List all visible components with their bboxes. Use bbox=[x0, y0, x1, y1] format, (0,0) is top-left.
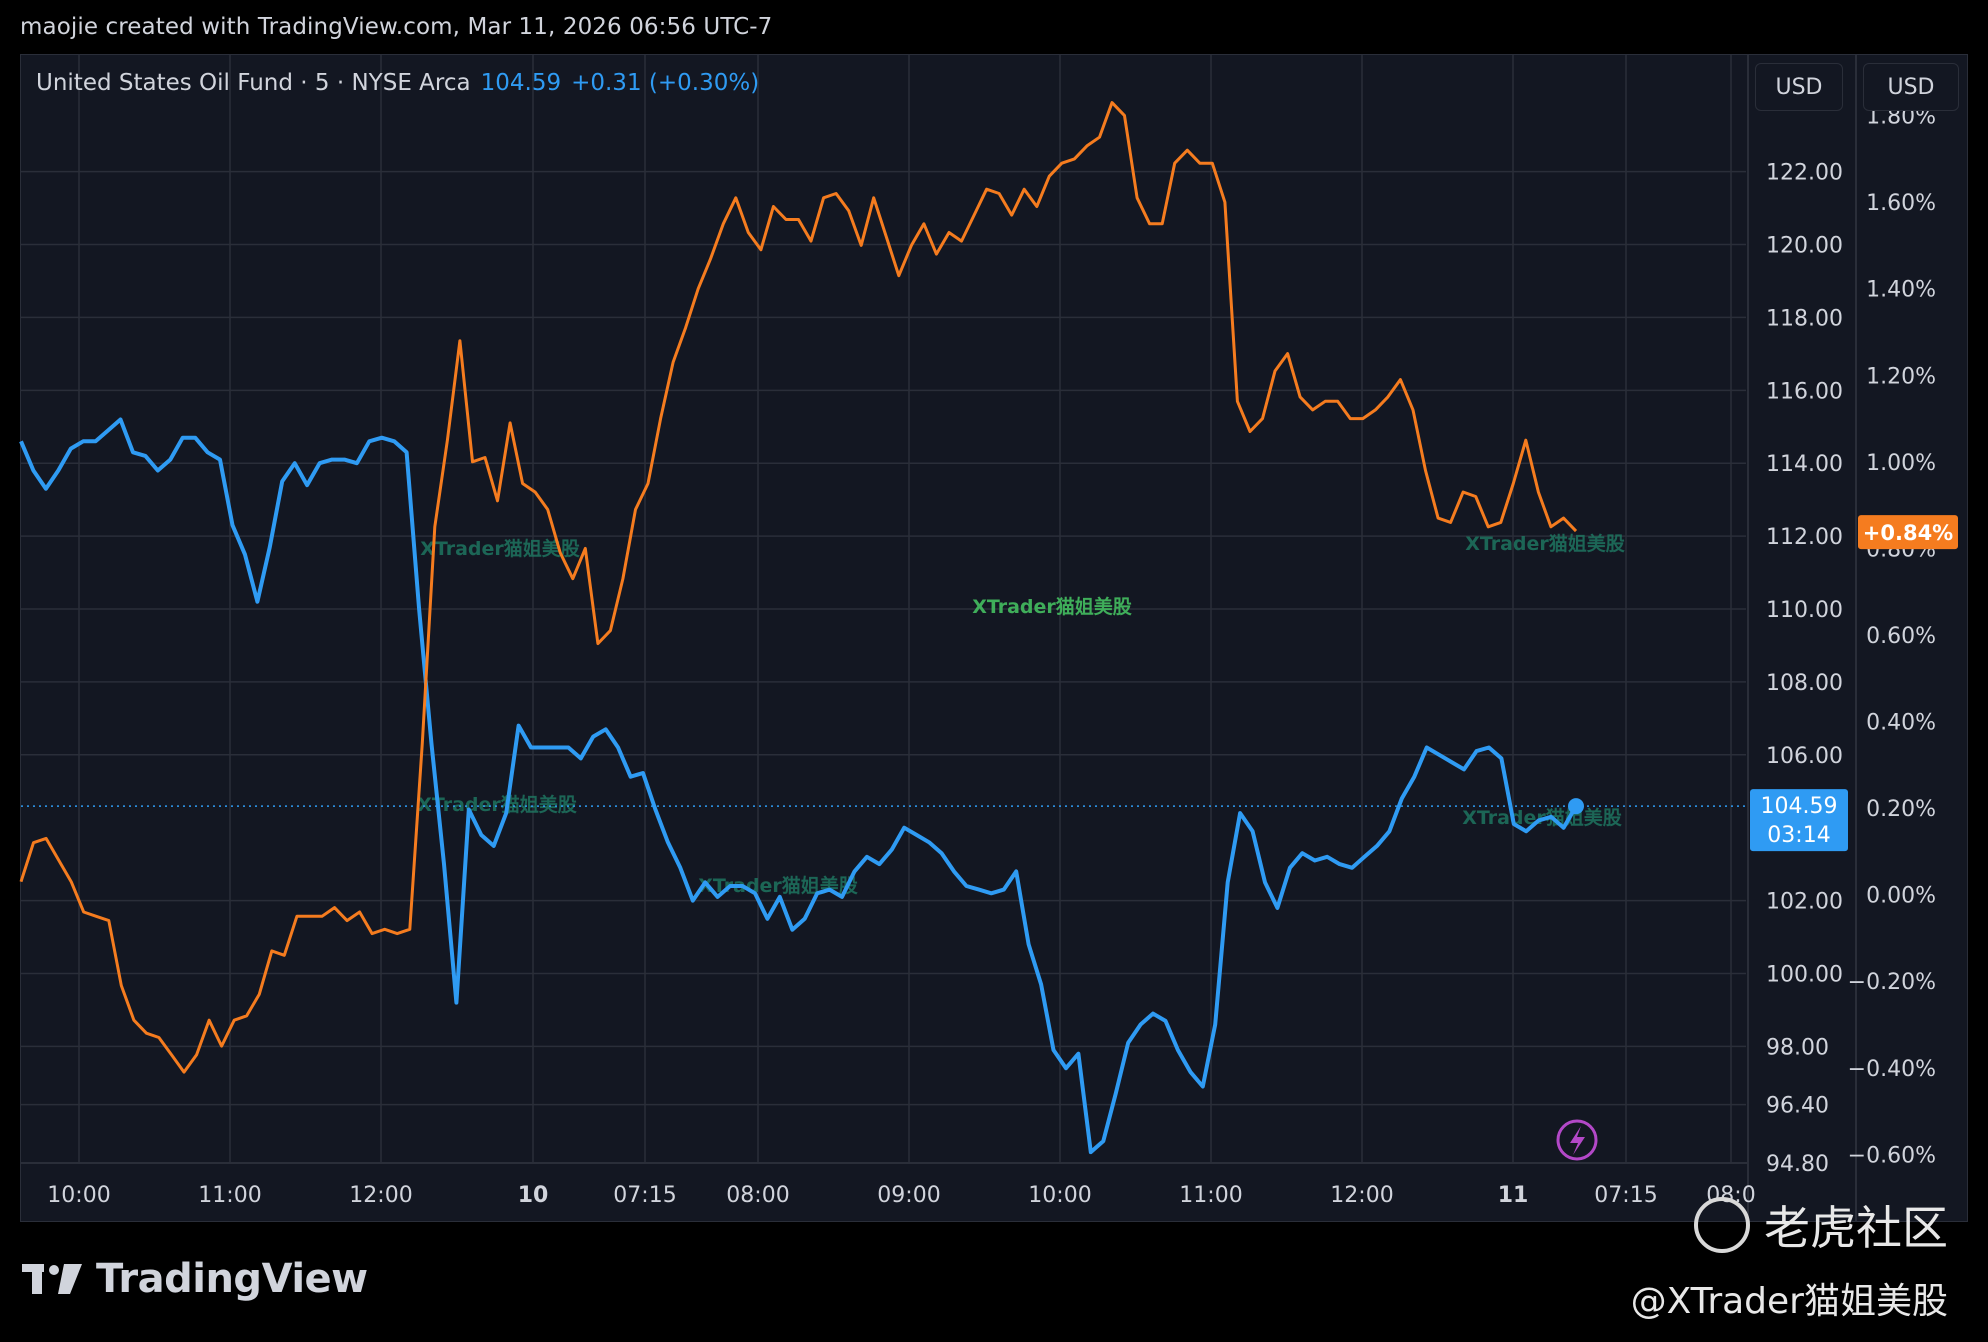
legend-price: 104.59 bbox=[480, 70, 562, 96]
series-layer bbox=[19, 101, 1746, 1155]
legend-change: +0.31 (+0.30%) bbox=[571, 70, 760, 96]
time-axis-tick: 07:15 bbox=[1594, 1183, 1657, 1208]
chart-header-text: maojie created with TradingView.com, Mar… bbox=[20, 14, 773, 40]
time-axis-tick: 12:00 bbox=[349, 1183, 412, 1208]
tradingview-logo-icon bbox=[22, 1264, 82, 1294]
percent-axis-tick: 1.40% bbox=[1866, 278, 1936, 303]
time-axis-tick: 07:15 bbox=[613, 1183, 676, 1208]
price-labels: 104.59 03:14 +0.84% bbox=[1750, 515, 1958, 852]
time-axis-tick: 10:00 bbox=[1028, 1183, 1091, 1208]
percent-axis-tick: 0.60% bbox=[1866, 624, 1936, 649]
percent-axis-tick: 0.00% bbox=[1866, 884, 1936, 909]
price-axis-tick: 102.00 bbox=[1766, 890, 1843, 915]
percent-axis-tick: 0.40% bbox=[1866, 711, 1936, 736]
price-axis-tick: 114.00 bbox=[1766, 452, 1843, 477]
series-legend: United States Oil Fund · 5 · NYSE Arca 10… bbox=[36, 70, 759, 96]
chart-frame bbox=[20, 54, 1968, 1222]
currency-button-right[interactable]: USD bbox=[1863, 63, 1959, 111]
time-axis-tick: 08:00 bbox=[726, 1183, 789, 1208]
percent-axis-tick: −0.40% bbox=[1848, 1057, 1936, 1082]
tiger-community-badge: 老虎社区 bbox=[1694, 1192, 1948, 1258]
watermark-text: XTrader猫姐美股 bbox=[417, 793, 577, 816]
watermark-text: XTrader猫姐美股 bbox=[420, 537, 580, 560]
price-axis-tick: 118.00 bbox=[1766, 306, 1843, 331]
author-handle: @XTrader猫姐美股 bbox=[1630, 1281, 1948, 1322]
time-axis-tick: 11:00 bbox=[198, 1183, 261, 1208]
price-axis-tick: 120.00 bbox=[1766, 234, 1843, 259]
last-price-dot bbox=[1568, 798, 1584, 815]
currency-button-left[interactable]: USD bbox=[1755, 63, 1843, 111]
time-axis-tick: 10 bbox=[518, 1183, 549, 1208]
price-axis-tick: 106.00 bbox=[1766, 744, 1843, 769]
price-axis-tick: 122.00 bbox=[1766, 161, 1843, 186]
price-axis-tick: 100.00 bbox=[1766, 962, 1843, 987]
last-percent-badge bbox=[1858, 515, 1958, 550]
watermarks: XTrader猫姐美股 XTrader猫姐美股 XTrader猫姐美股 XTrader… bbox=[417, 532, 1625, 897]
time-axis-tick: 10:00 bbox=[47, 1183, 110, 1208]
percent-axis-tick: 1.60% bbox=[1866, 191, 1936, 216]
percent-axis-tick: −0.20% bbox=[1848, 970, 1936, 995]
price-series-line bbox=[19, 417, 1578, 1155]
tiger-logo-icon bbox=[1694, 1197, 1750, 1253]
percent-axis-tick: 1.20% bbox=[1866, 364, 1936, 389]
legend-symbol: United States Oil Fund · 5 · NYSE Arca bbox=[36, 70, 471, 96]
price-axis-tick: 110.00 bbox=[1766, 598, 1843, 623]
tradingview-logo[interactable]: TradingView bbox=[22, 1256, 368, 1302]
bar-countdown: 03:14 bbox=[1767, 823, 1830, 848]
percent-axis-tick: 1.00% bbox=[1866, 451, 1936, 476]
grid-lines bbox=[21, 55, 1746, 1164]
last-price-value: 104.59 bbox=[1761, 794, 1838, 819]
watermark-text: XTrader猫姐美股 bbox=[1465, 532, 1625, 555]
time-axis-tick: 11 bbox=[1498, 1183, 1529, 1208]
watermark-text: XTrader猫姐美股 bbox=[972, 595, 1132, 618]
percent-series-line bbox=[19, 101, 1578, 1074]
price-axis-tick: 98.00 bbox=[1766, 1035, 1829, 1060]
time-axis-tick: 09:00 bbox=[877, 1183, 940, 1208]
price-axis-tick: 94.80 bbox=[1766, 1152, 1829, 1177]
price-axis-tick: 112.00 bbox=[1766, 525, 1843, 550]
last-price-badge bbox=[1750, 789, 1848, 852]
tradingview-brand-text: TradingView bbox=[96, 1256, 368, 1302]
price-axis-tick: 96.40 bbox=[1766, 1094, 1829, 1119]
lightning-icon[interactable] bbox=[1556, 1119, 1598, 1161]
last-percent-value: +0.84% bbox=[1863, 521, 1953, 545]
percent-axis-tick: −0.60% bbox=[1848, 1143, 1936, 1168]
price-axis-tick: 116.00 bbox=[1766, 379, 1843, 404]
axes: 122.00120.00118.00116.00114.00112.00110.… bbox=[21, 55, 1936, 1222]
percent-axis-tick: 0.20% bbox=[1866, 797, 1936, 822]
tiger-community-text: 老虎社区 bbox=[1764, 1201, 1948, 1255]
time-axis-tick: 11:00 bbox=[1179, 1183, 1242, 1208]
time-axis-tick: 12:00 bbox=[1330, 1183, 1393, 1208]
price-axis-tick: 108.00 bbox=[1766, 671, 1843, 696]
